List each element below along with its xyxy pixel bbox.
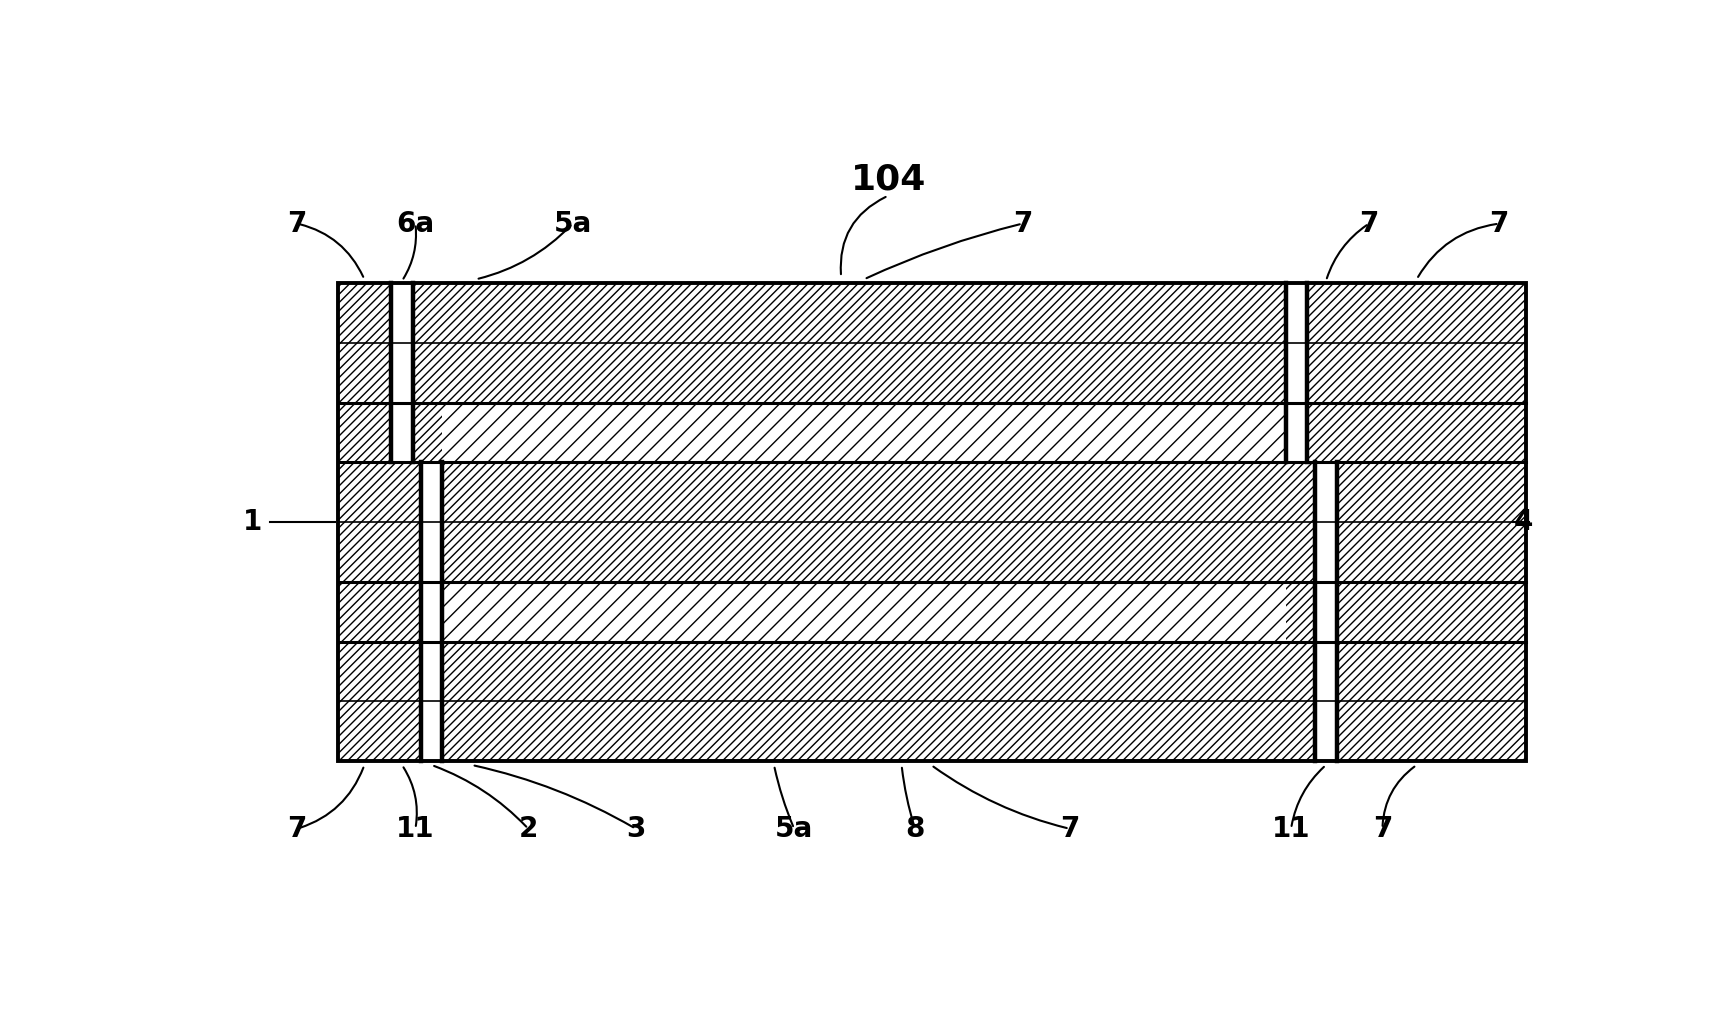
- Bar: [391, 343, 412, 402]
- Bar: [338, 283, 1526, 761]
- Bar: [1315, 462, 1335, 522]
- Bar: [1285, 283, 1306, 343]
- Bar: [442, 582, 1285, 641]
- Bar: [338, 283, 1526, 761]
- Bar: [391, 402, 412, 462]
- Bar: [421, 701, 442, 761]
- Text: 5a: 5a: [774, 815, 812, 843]
- Bar: [421, 462, 442, 522]
- Bar: [1285, 402, 1306, 462]
- Text: 4: 4: [1512, 508, 1533, 537]
- Text: 7: 7: [1372, 815, 1391, 843]
- Bar: [1285, 343, 1306, 402]
- Bar: [1315, 641, 1335, 701]
- Text: 7: 7: [1358, 210, 1379, 238]
- Text: 6a: 6a: [397, 210, 435, 238]
- Text: 7: 7: [1060, 815, 1079, 843]
- Bar: [1315, 522, 1335, 582]
- Text: 7: 7: [1011, 210, 1032, 238]
- Text: 8: 8: [904, 815, 925, 843]
- Bar: [421, 582, 442, 641]
- Bar: [421, 522, 442, 582]
- Bar: [391, 283, 412, 343]
- Bar: [338, 283, 1526, 761]
- Bar: [421, 641, 442, 701]
- Bar: [1315, 701, 1335, 761]
- Text: 3: 3: [625, 815, 644, 843]
- Bar: [442, 402, 1285, 462]
- Text: 11: 11: [1271, 815, 1309, 843]
- Bar: [1315, 582, 1335, 641]
- Text: 104: 104: [850, 162, 925, 196]
- Text: 2: 2: [518, 815, 537, 843]
- Text: 7: 7: [288, 815, 307, 843]
- Text: 5a: 5a: [553, 210, 591, 238]
- Text: 7: 7: [288, 210, 307, 238]
- Text: 7: 7: [1490, 210, 1509, 238]
- Text: 11: 11: [397, 815, 435, 843]
- Text: 1: 1: [242, 508, 262, 537]
